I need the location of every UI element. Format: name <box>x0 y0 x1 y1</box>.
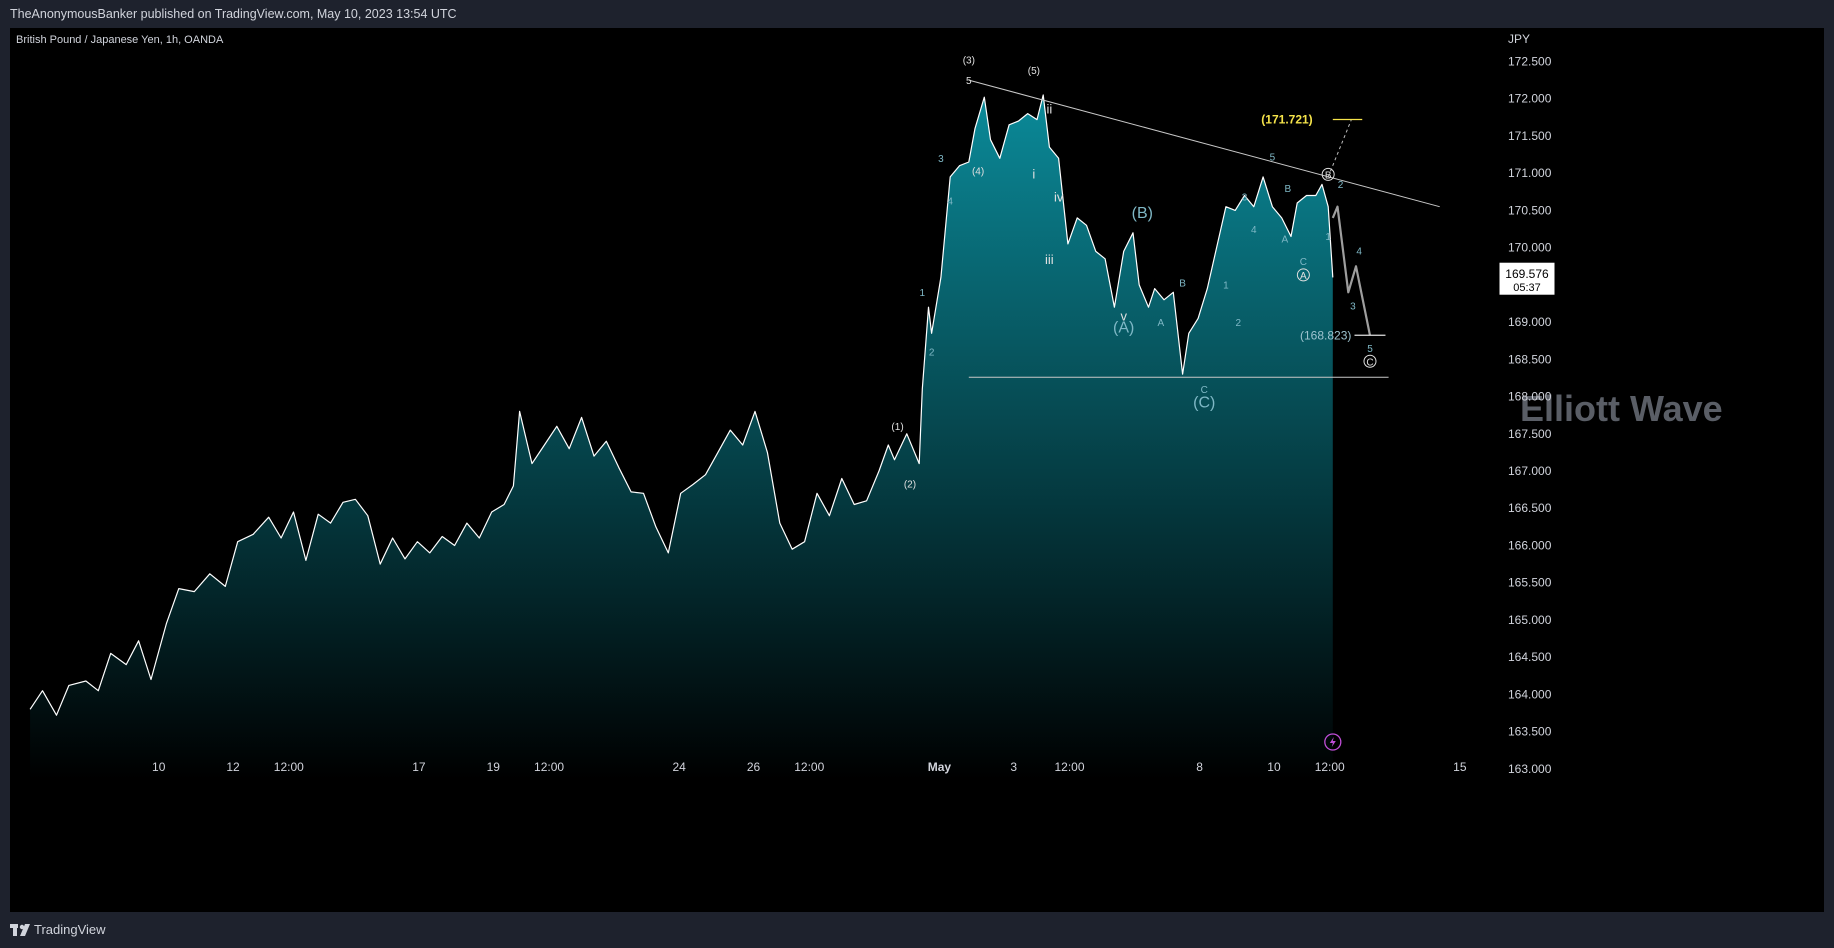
x-tick-label: 24 <box>672 760 686 774</box>
wave-label: 2 <box>1236 318 1242 329</box>
y-tick-label: 164.500 <box>1508 650 1552 664</box>
y-tick-label: 167.500 <box>1508 427 1552 441</box>
x-tick-label: 12:00 <box>534 760 564 774</box>
wave-label: A <box>1300 271 1307 282</box>
wave-label: 5 <box>1367 344 1373 355</box>
countdown-label: 05:37 <box>1513 282 1541 294</box>
y-tick-label: 170.000 <box>1508 241 1552 255</box>
target-down-label: (168.823) <box>1300 328 1351 342</box>
wave-label: i <box>1032 166 1035 181</box>
tradingview-logo-icon <box>10 924 30 936</box>
wave-label: (5) <box>1028 66 1040 77</box>
wave-label-circle <box>1296 268 1310 282</box>
x-tick-label: 19 <box>487 760 501 774</box>
x-tick-label: 10 <box>152 760 166 774</box>
x-tick-label: 12:00 <box>1315 760 1345 774</box>
y-tick-label: 165.000 <box>1508 613 1552 627</box>
wave-label: C <box>1366 357 1373 368</box>
wave-label: v <box>1120 309 1127 324</box>
current-price-label: 169.576 <box>1505 267 1549 281</box>
wave-label: (C) <box>1193 395 1215 412</box>
wave-label: 4 <box>1356 246 1362 257</box>
wave-label: iii <box>1045 252 1054 267</box>
wave-label: ii <box>1046 102 1052 117</box>
y-tick-label: 165.500 <box>1508 576 1552 590</box>
y-tick-label: 168.500 <box>1508 352 1552 366</box>
x-tick-label: 12:00 <box>1054 760 1084 774</box>
x-tick-label: 15 <box>1453 760 1467 774</box>
footer-brand: TradingView <box>34 922 106 937</box>
watermark-text: Elliott Wave <box>1520 388 1723 429</box>
x-tick-label: 26 <box>747 760 761 774</box>
resistance-trendline <box>968 79 1440 208</box>
x-tick-label: May <box>928 760 952 774</box>
y-tick-label: 166.000 <box>1508 538 1552 552</box>
projection-path <box>1331 205 1372 336</box>
x-tick-label: 3 <box>1010 760 1017 774</box>
wave-label: B <box>1179 278 1186 289</box>
publisher-bar: TheAnonymousBanker published on TradingV… <box>0 0 1834 28</box>
price-line <box>29 94 1334 716</box>
y-tick-label: 172.000 <box>1508 92 1552 106</box>
wave-label-circle <box>1321 167 1335 181</box>
lightning-icon <box>1329 737 1336 747</box>
y-tick-label: 171.000 <box>1508 166 1552 180</box>
wave-label: A <box>1281 234 1288 245</box>
wave-label: iv <box>1054 189 1064 204</box>
alternate-projection-line <box>1327 119 1352 178</box>
wave-label: 1 <box>1223 281 1229 292</box>
wave-label: 3 <box>938 154 944 165</box>
wave-label: 3 <box>1242 193 1248 204</box>
y-tick-label: 166.500 <box>1508 501 1552 515</box>
x-tick-label: 10 <box>1267 760 1281 774</box>
wave-label: (4) <box>972 167 984 178</box>
y-tick-label: 171.500 <box>1508 129 1552 143</box>
footer: TradingView <box>0 912 1834 948</box>
x-tick-label: 17 <box>412 760 426 774</box>
wave-label: B <box>1325 170 1332 181</box>
currency-label: JPY <box>1508 32 1530 46</box>
y-tick-label: 164.000 <box>1508 687 1552 701</box>
wave-label: C <box>1300 257 1307 268</box>
x-tick-label: 12:00 <box>274 760 304 774</box>
y-tick-label: 168.000 <box>1508 390 1552 404</box>
y-tick-label: 169.000 <box>1508 315 1552 329</box>
y-tick-label: 172.500 <box>1508 55 1552 69</box>
y-tick-label: 163.000 <box>1508 762 1552 776</box>
publisher-text: TheAnonymousBanker published on TradingV… <box>10 7 457 21</box>
current-price-badge <box>1499 262 1555 295</box>
y-tick-label: 170.500 <box>1508 203 1552 217</box>
wave-label: 1 <box>920 288 926 299</box>
target-up-label: (171.721) <box>1261 113 1312 127</box>
wave-label: (2) <box>904 479 916 490</box>
x-tick-label: 8 <box>1196 760 1203 774</box>
chart-area[interactable]: (171.721) (168.823) (1) (2) 1 2 3 4 5 (3) (4) (5) ii… <box>10 28 1824 912</box>
wave-label: (1) <box>891 422 903 433</box>
wave-label: B <box>1285 184 1292 195</box>
wave-label: 1 <box>1325 232 1331 243</box>
wave-label: 5 <box>1270 153 1276 164</box>
y-tick-label: 167.000 <box>1508 464 1552 478</box>
y-tick-label: 163.500 <box>1508 725 1552 739</box>
wave-label: C <box>1201 385 1208 396</box>
wave-label: 4 <box>947 196 953 207</box>
price-chart[interactable]: (171.721)(168.823)(1)(2)12345(3)(4)(5)ii… <box>10 28 1824 912</box>
x-tick-label: 12 <box>226 760 240 774</box>
price-area <box>30 95 1333 780</box>
wave-label: (A) <box>1113 320 1134 337</box>
wave-label: 5 <box>966 76 972 87</box>
wave-label: 4 <box>1251 225 1257 236</box>
wave-label: 2 <box>929 348 935 359</box>
alert-icon <box>1324 733 1342 751</box>
chart-title: British Pound / Japanese Yen, 1h, OANDA <box>16 34 224 46</box>
x-tick-label: 12:00 <box>794 760 824 774</box>
wave-label: 2 <box>1338 180 1344 191</box>
wave-label-circle <box>1363 354 1377 368</box>
wave-label: (3) <box>963 56 975 67</box>
wave-label: 3 <box>1350 301 1356 312</box>
wave-label: (B) <box>1132 205 1153 222</box>
wave-label: A <box>1158 318 1165 329</box>
